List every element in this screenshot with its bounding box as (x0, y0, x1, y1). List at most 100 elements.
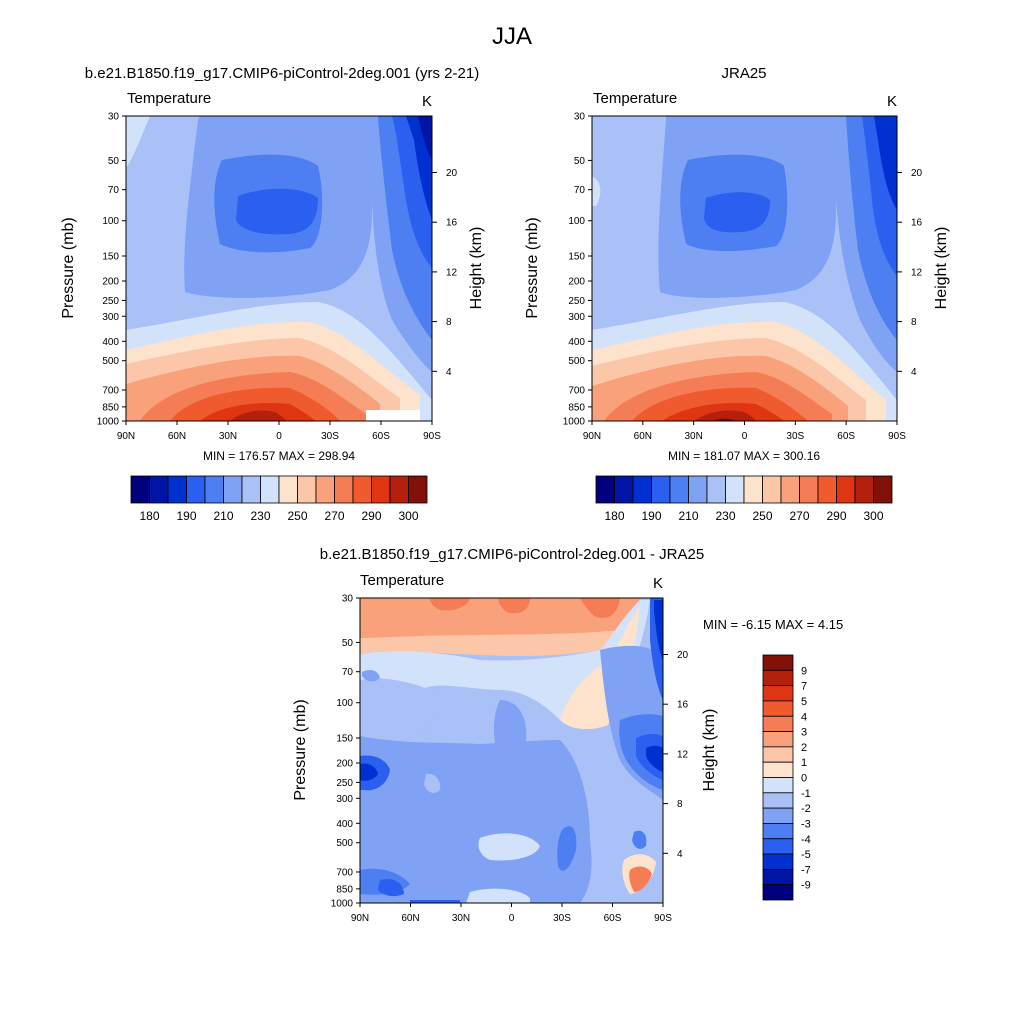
colorbar-swatch (167, 475, 187, 504)
x-tick-label: 90N (351, 913, 369, 924)
y-tick-label: 850 (568, 402, 585, 413)
panel-model-variable-label: Temperature (127, 90, 211, 107)
panel-diff-units-label: K (653, 575, 663, 592)
y-right-tick-label: 8 (677, 799, 683, 810)
panel-model-units-label: K (422, 93, 432, 110)
y-right-tick-label: 4 (446, 367, 452, 378)
panel-obs-axes: 90N 60N 30N 0 30S 60S 90S 30 50 70 100 150 200 250 300… (563, 112, 923, 443)
y-tick-label: 400 (568, 337, 585, 348)
colorbar-label: -9 (801, 880, 811, 892)
y-right-tick-label: 12 (446, 267, 458, 278)
colorbar-label: 180 (139, 509, 159, 523)
colorbar-swatch (762, 792, 794, 809)
y-tick-label: 150 (102, 251, 119, 262)
y-tick-label: 250 (102, 296, 119, 307)
y-tick-label: 500 (102, 356, 119, 367)
colorbar-swatch (780, 475, 800, 504)
colorbar-label: 300 (398, 509, 418, 523)
colorbar-swatch (873, 475, 893, 504)
colorbar-label: 210 (213, 509, 233, 523)
colorbar-swatch (149, 475, 169, 504)
colorbar-swatch (762, 654, 794, 671)
colorbar-swatch (762, 884, 794, 901)
colorbar-swatch (762, 685, 794, 702)
colorbar-label: -2 (801, 803, 811, 815)
colorbar-label: -5 (801, 849, 811, 861)
y-tick-label: 200 (568, 277, 585, 288)
x-tick-label: 0 (509, 913, 515, 924)
x-tick-label: 30N (452, 913, 470, 924)
panel-obs: JRA25 Temperature K MIN = 181.07 MAX = 3… (524, 65, 950, 523)
x-tick-label: 60S (837, 431, 855, 442)
y-tick-label: 1000 (563, 417, 586, 428)
y-tick-label: 700 (568, 385, 585, 396)
colorbar-label: 230 (250, 509, 270, 523)
colorbar-swatch (614, 475, 634, 504)
y-right-tick-label: 4 (677, 849, 683, 860)
y-tick-label: 300 (568, 312, 585, 323)
y-right-tick-label: 12 (911, 267, 923, 278)
x-tick-label: 30S (321, 431, 339, 442)
main-title: JJA (492, 23, 532, 50)
panel-obs-colorbar: 180 190 210 230 250 270 290 300 (595, 475, 893, 523)
colorbar-swatch (130, 475, 150, 504)
colorbar-swatch (352, 475, 372, 504)
panel-diff-title: b.e21.B1850.f19_g17.CMIP6-piControl-2deg… (320, 546, 704, 563)
y-right-tick-label: 8 (911, 317, 917, 328)
y-right-tick-label: 16 (911, 218, 923, 229)
colorbar-swatch (762, 746, 794, 763)
colorbar-swatch (762, 823, 794, 840)
colorbar-swatch (632, 475, 652, 504)
x-tick-label: 0 (276, 431, 282, 442)
colorbar-label: 270 (324, 509, 344, 523)
y-tick-label: 70 (108, 185, 120, 196)
colorbar-label: 4 (801, 711, 807, 723)
colorbar-label: 250 (752, 509, 772, 523)
panel-diff: b.e21.B1850.f19_g17.CMIP6-piControl-2deg… (292, 546, 843, 924)
colorbar-label: 290 (826, 509, 846, 523)
colorbar-label: 230 (715, 509, 735, 523)
x-tick-label: 90N (117, 431, 135, 442)
panel-obs-units-label: K (887, 93, 897, 110)
colorbar-label: 270 (789, 509, 809, 523)
y-tick-label: 1000 (331, 899, 354, 910)
y-tick-label: 50 (574, 156, 586, 167)
colorbar-swatch (817, 475, 837, 504)
colorbar-swatch (389, 475, 409, 504)
colorbar-swatch (278, 475, 298, 504)
y-tick-label: 200 (336, 759, 353, 770)
y-tick-label: 300 (102, 312, 119, 323)
y-tick-label: 700 (336, 867, 353, 878)
colorbar-label: -1 (801, 788, 811, 800)
colorbar-label: 5 (801, 696, 807, 708)
colorbar-label: 250 (287, 509, 307, 523)
y-tick-label: 100 (336, 698, 353, 709)
colorbar-swatch (688, 475, 708, 504)
y-tick-label: 700 (102, 385, 119, 396)
y-tick-label: 30 (574, 112, 586, 123)
colorbar-label: 7 (801, 681, 807, 693)
panel-obs-variable-label: Temperature (593, 90, 677, 107)
colorbar-label: 1 (801, 757, 807, 769)
x-tick-label: 60N (168, 431, 186, 442)
colorbar-swatch (241, 475, 261, 504)
y-tick-label: 500 (336, 838, 353, 849)
colorbar-swatch (260, 475, 280, 504)
colorbar-swatch (595, 475, 615, 504)
colorbar-swatch (799, 475, 819, 504)
colorbar-swatch (762, 700, 794, 717)
y-tick-label: 400 (102, 337, 119, 348)
panel-diff-axes: 90N 60N 30N 0 30S 60S 90S 30 50 70 100 150 200 250 300… (331, 594, 689, 925)
colorbar-swatch (762, 807, 794, 824)
panel-model-colorbar: 180 190 210 230 250 270 290 300 (130, 475, 428, 523)
x-tick-label: 90S (423, 431, 441, 442)
panel-model-ylabel-right: Height (km) (468, 227, 485, 310)
colorbar-label: 3 (801, 727, 807, 739)
panel-model-contour-field (126, 116, 432, 421)
panel-obs-title: JRA25 (721, 65, 766, 82)
colorbar-swatch (725, 475, 745, 504)
y-right-tick-label: 8 (446, 317, 452, 328)
colorbar-swatch (297, 475, 317, 504)
colorbar-swatch (836, 475, 856, 504)
